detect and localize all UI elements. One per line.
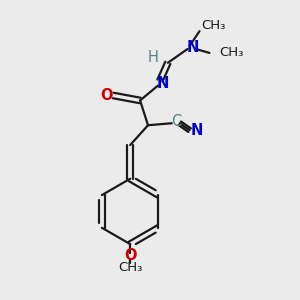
Text: N: N (157, 76, 169, 91)
Text: C: C (171, 114, 181, 129)
Text: N: N (190, 123, 203, 138)
Text: CH₃: CH₃ (118, 261, 142, 274)
Text: H: H (148, 50, 158, 65)
Text: O: O (124, 248, 136, 262)
Text: O: O (100, 88, 113, 103)
Text: CH₃: CH₃ (219, 46, 244, 59)
Text: N: N (186, 40, 199, 56)
Text: CH₃: CH₃ (202, 19, 226, 32)
